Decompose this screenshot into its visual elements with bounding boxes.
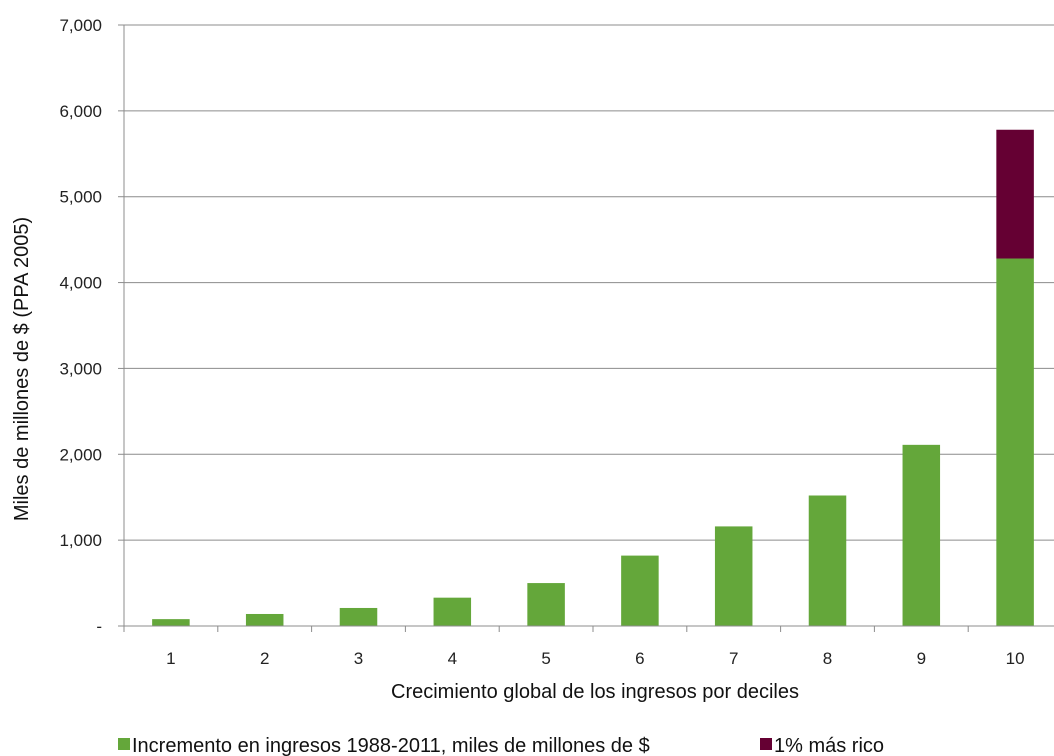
- x-tick-label: 7: [729, 649, 738, 668]
- bar-incremento-5: [527, 583, 565, 626]
- y-tick-label: 1,000: [59, 531, 102, 550]
- axes: [123, 25, 1054, 632]
- y-tick-label: -: [96, 617, 102, 636]
- x-tick-label: 4: [448, 649, 457, 668]
- y-tick-label: 5,000: [59, 188, 102, 207]
- bar-incremento-2: [245, 613, 284, 626]
- bar-incremento-6: [621, 555, 659, 626]
- bar-incremento-9: [902, 444, 941, 626]
- y-tick-label: 7,000: [59, 16, 102, 35]
- x-tick-label: 8: [823, 649, 832, 668]
- bar-incremento-3: [339, 607, 378, 626]
- bar-incremento-4: [433, 597, 472, 626]
- bar-incremento-1: [152, 619, 190, 626]
- x-tick-label: 1: [166, 649, 175, 668]
- legend-swatch: [760, 738, 772, 750]
- y-tick-label: 4,000: [59, 274, 102, 293]
- x-tick-label: 9: [917, 649, 926, 668]
- x-tick-label: 3: [354, 649, 363, 668]
- bar-top1-10: [996, 129, 1034, 259]
- gridlines: [118, 24, 1054, 627]
- legend: Incremento en ingresos 1988-2011, miles …: [118, 735, 884, 756]
- legend-label: 1% más rico: [774, 735, 884, 756]
- y-tick-label: 2,000: [59, 445, 102, 464]
- x-tick-label: 6: [635, 649, 644, 668]
- bars: [152, 129, 1034, 626]
- y-tick-label: 3,000: [59, 359, 102, 378]
- x-tick-label: 10: [1006, 649, 1025, 668]
- y-tick-label: 6,000: [59, 102, 102, 121]
- bar-incremento-10: [996, 258, 1034, 626]
- legend-label: Incremento en ingresos 1988-2011, miles …: [132, 735, 650, 756]
- x-axis-title: Crecimiento global de los ingresos por d…: [391, 681, 799, 703]
- x-tick-label: 5: [541, 649, 550, 668]
- bar-incremento-7: [714, 526, 753, 626]
- x-tick-label: 2: [260, 649, 269, 668]
- y-axis-title: Miles de millones de $ (PPA 2005): [11, 217, 33, 521]
- y-tick-labels: - 1,000 2,000 3,000 4,000 5,000 6,000 7,000: [59, 16, 102, 636]
- x-tick-labels: 1 2 3 4 5 6 7 8 9 10: [166, 649, 1024, 668]
- bar-incremento-8: [808, 495, 847, 626]
- legend-swatch: [118, 738, 130, 750]
